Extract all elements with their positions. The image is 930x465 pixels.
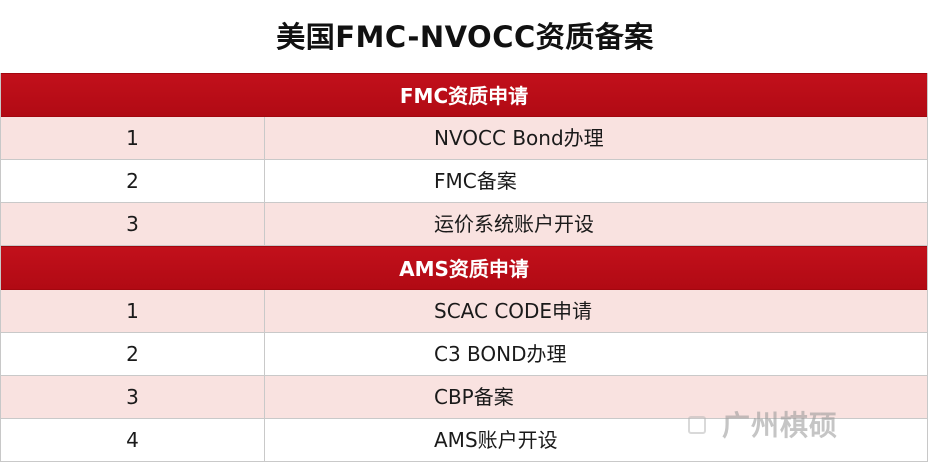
row-item: CBP备案: [434, 385, 514, 409]
row-number: 2: [1, 160, 265, 202]
row-item: 运价系统账户开设: [434, 212, 594, 236]
row-number: 3: [1, 203, 265, 245]
row-number: 3: [1, 376, 265, 418]
qualification-table: FMC资质申请 1 NVOCC Bond办理 2 FMC备案 3 运价系统账户开…: [0, 73, 928, 462]
section-header-fmc: FMC资质申请: [1, 73, 927, 117]
row-item: NVOCC Bond办理: [434, 126, 604, 150]
row-item: C3 BOND办理: [434, 342, 567, 366]
row-item: SCAC CODE申请: [434, 299, 593, 323]
table-row: 1 NVOCC Bond办理: [1, 117, 927, 160]
watermark-icon: [688, 416, 706, 434]
row-number: 4: [1, 419, 265, 461]
table-row: 4 AMS账户开设: [1, 419, 927, 462]
table-row: 2 C3 BOND办理: [1, 333, 927, 376]
watermark: 广州棋硕: [722, 409, 839, 442]
table-row: 1 SCAC CODE申请: [1, 290, 927, 333]
row-item: FMC备案: [434, 169, 517, 193]
row-number: 1: [1, 290, 265, 332]
table-row: 3 运价系统账户开设: [1, 203, 927, 246]
table-row: 3 CBP备案: [1, 376, 927, 419]
table-row: 2 FMC备案: [1, 160, 927, 203]
section-header-ams: AMS资质申请: [1, 246, 927, 290]
row-number: 2: [1, 333, 265, 375]
row-number: 1: [1, 117, 265, 159]
page-title: 美国FMC-NVOCC资质备案: [276, 20, 654, 54]
row-item: AMS账户开设: [434, 428, 558, 452]
